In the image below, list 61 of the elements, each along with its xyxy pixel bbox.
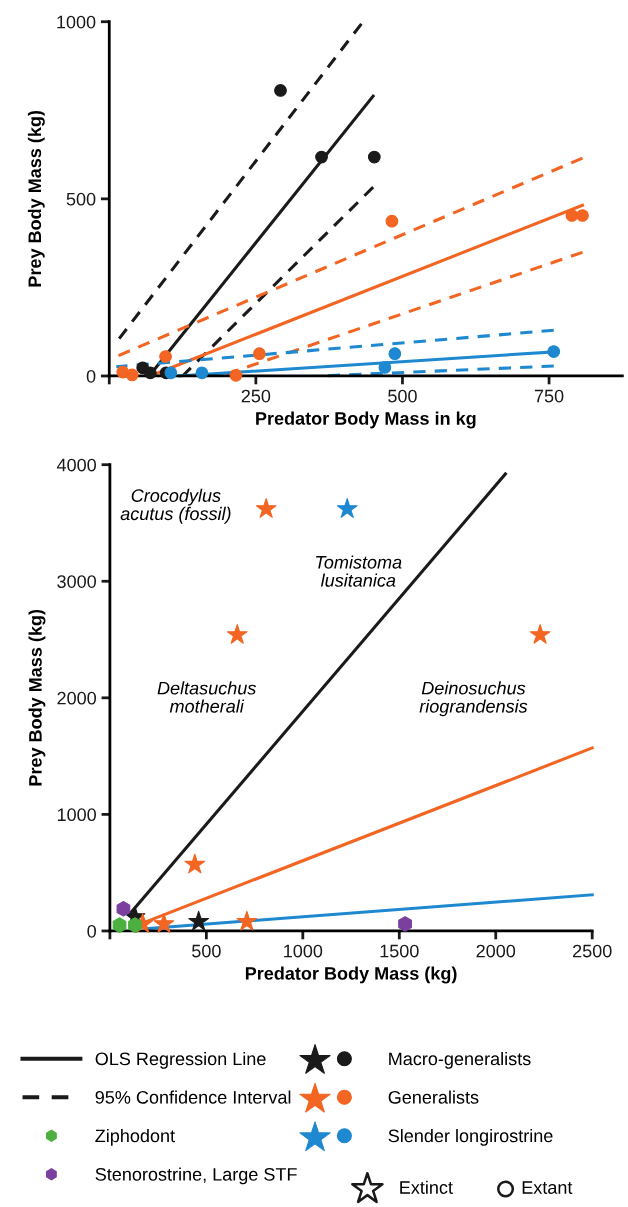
x-tick-label: 500 (388, 389, 417, 403)
text: Extant (522, 1181, 573, 1194)
annotation: Crocodylus acutus (fossil) (120, 488, 231, 524)
x-tick-label: 2500 (573, 944, 612, 958)
y-tick-label: 1000 (57, 808, 96, 822)
legend-label: OLS Regression Line (95, 1051, 266, 1069)
point (229, 368, 243, 382)
point (315, 150, 328, 164)
annotation: Deinosuchus riograndensis (419, 681, 528, 717)
x-axis-title: Predator Body Mass in kg (256, 411, 476, 429)
point (236, 910, 258, 931)
x-tick-label: 1500 (380, 944, 419, 958)
x-tick-label: 2000 (476, 944, 516, 958)
point (547, 345, 561, 358)
point (112, 917, 127, 933)
point (226, 624, 248, 644)
y-tick-label: 0 (87, 924, 96, 938)
x-axis-title: Predator Body Mass (kg) (245, 966, 457, 984)
point (274, 84, 287, 97)
point (128, 917, 142, 933)
y-tick-label: 2000 (57, 691, 96, 705)
point (385, 214, 399, 228)
point (336, 498, 358, 518)
annotation: Tomistoma lusitanica (316, 555, 402, 587)
point (253, 347, 266, 361)
point (565, 209, 579, 222)
y-tick-label: 500 (66, 192, 96, 206)
point (378, 361, 392, 374)
x-tick-label: 500 (192, 944, 221, 958)
point (184, 853, 206, 874)
point (188, 910, 209, 931)
legend-label: Generalists (388, 1090, 479, 1104)
point (153, 913, 175, 933)
point (529, 624, 551, 644)
point (164, 366, 178, 380)
x-tick-label: 250 (241, 389, 271, 403)
y-axis-title: Prey Body Mass (kg) (28, 609, 46, 786)
legend-label: 95% Confidence Interval (95, 1090, 291, 1104)
annotation: Deltasuchus motherali (157, 681, 256, 713)
legend-label: Slender longirostrine (388, 1128, 553, 1146)
point (255, 498, 277, 518)
point (576, 209, 589, 222)
legend-label: Stenorostrine, Large STF (95, 1167, 297, 1185)
legend-label: Ziphodont (95, 1128, 175, 1146)
x-tick-label: 750 (534, 389, 564, 403)
point (367, 150, 381, 164)
x-tick-label: 1000 (284, 944, 323, 958)
y-axis-title: Prey Body Mass (kg) (27, 110, 45, 287)
y-tick-label: 1000 (57, 15, 96, 29)
point (143, 366, 157, 380)
legend-label: Macro-generalists (389, 1051, 531, 1069)
point (195, 366, 209, 380)
y-tick-label: 0 (86, 369, 96, 383)
point (125, 368, 139, 382)
point (388, 347, 402, 361)
point (159, 350, 172, 363)
text: Extinct (400, 1180, 453, 1194)
point (116, 900, 131, 917)
point (398, 916, 412, 932)
y-tick-label: 3000 (57, 575, 96, 588)
y-tick-label: 4000 (56, 458, 96, 472)
